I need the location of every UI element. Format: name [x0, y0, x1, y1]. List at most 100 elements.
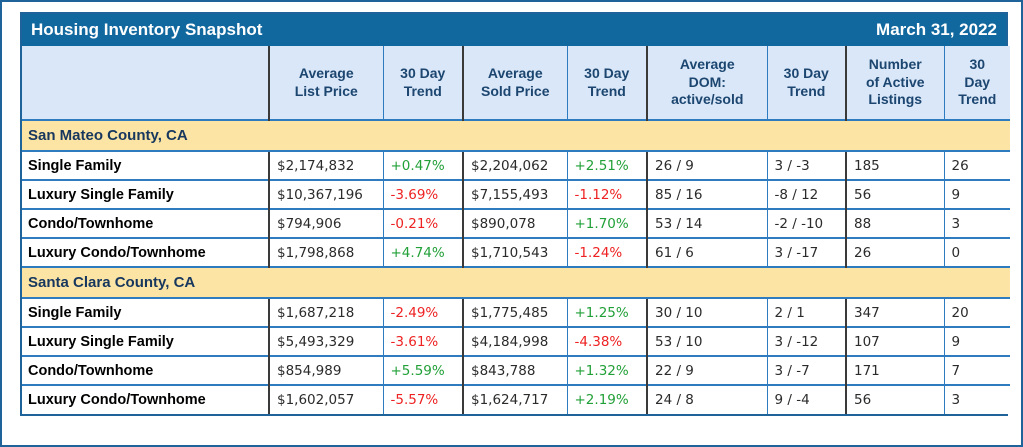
- cell: -3.69%: [382, 179, 463, 209]
- cell: 26 / 9: [646, 151, 767, 180]
- cell: $1,624,717: [462, 384, 567, 414]
- cell: $1,602,057: [268, 384, 383, 414]
- cell: $10,367,196: [268, 179, 383, 209]
- cell: $2,174,832: [268, 151, 383, 180]
- table-row: Single Family $2,174,832 +0.47% $2,204,062 +…: [22, 151, 1010, 180]
- cell: +4.74%: [382, 237, 463, 267]
- header-cell: Average DOM: active/sold: [646, 46, 767, 120]
- cell: 2 / 1: [766, 298, 846, 327]
- cell: 7: [943, 355, 1010, 385]
- inventory-table: Average List Price 30 Day Trend Average So…: [22, 46, 1010, 414]
- cell: $1,775,485: [462, 298, 567, 327]
- cell: 3 / -7: [766, 355, 846, 385]
- table-row: Luxury Single Family $5,493,329 -3.61% $4,1…: [22, 326, 1010, 356]
- table-row: Condo/Townhome $854,989 +5.59% $843,788 +1.3…: [22, 355, 1010, 385]
- cell: -3.61%: [382, 326, 463, 356]
- cell: 3: [943, 208, 1010, 238]
- cell: $794,906: [268, 208, 383, 238]
- cell: 3: [943, 384, 1010, 414]
- header-cell: 30 Day Trend: [766, 46, 846, 120]
- cell: 26: [845, 237, 944, 267]
- cell: +0.47%: [382, 151, 463, 180]
- cell: $843,788: [462, 355, 567, 385]
- cell: $7,155,493: [462, 179, 567, 209]
- title-bar: Housing Inventory Snapshot March 31, 202…: [22, 14, 1006, 46]
- row-label: Luxury Condo/Townhome: [22, 384, 269, 414]
- row-label: Luxury Single Family: [22, 179, 269, 209]
- row-label: Luxury Condo/Townhome: [22, 237, 269, 267]
- cell: 53 / 10: [646, 326, 767, 356]
- table-row: Luxury Condo/Townhome $1,798,868 +4.74% $1,…: [22, 237, 1010, 267]
- cell: 61 / 6: [646, 237, 767, 267]
- header-cell: 30 Day Trend: [566, 46, 647, 120]
- report-date: March 31, 2022: [876, 20, 997, 39]
- section-row: San Mateo County, CA: [22, 119, 1010, 152]
- cell: -8 / 12: [766, 179, 846, 209]
- cell: 56: [845, 384, 944, 414]
- cell: -2.49%: [382, 298, 463, 327]
- cell: $1,687,218: [268, 298, 383, 327]
- cell: 88: [845, 208, 944, 238]
- section-title: San Mateo County, CA: [22, 119, 1010, 152]
- cell: 3 / -12: [766, 326, 846, 356]
- table-body: San Mateo County, CA Single Family $2,174,…: [22, 119, 1010, 414]
- row-label: Condo/Townhome: [22, 355, 269, 385]
- cell: +1.70%: [566, 208, 647, 238]
- header-cell: Average List Price: [268, 46, 383, 120]
- cell: $4,184,998: [462, 326, 567, 356]
- cell: +1.25%: [566, 298, 647, 327]
- cell: 347: [845, 298, 944, 327]
- header-cell: 30 Day Trend: [382, 46, 463, 120]
- cell: 171: [845, 355, 944, 385]
- cell: 26: [943, 151, 1010, 180]
- table-row: Luxury Condo/Townhome $1,602,057 -5.57% $1,…: [22, 384, 1010, 414]
- cell: 56: [845, 179, 944, 209]
- cell: +1.32%: [566, 355, 647, 385]
- header-cell-blank: [22, 46, 269, 120]
- cell: 9: [943, 179, 1010, 209]
- cell: 30 / 10: [646, 298, 767, 327]
- report-title: Housing Inventory Snapshot: [31, 20, 263, 39]
- cell: 107: [845, 326, 944, 356]
- cell: 85 / 16: [646, 179, 767, 209]
- cell: $1,798,868: [268, 237, 383, 267]
- housing-inventory-report: Housing Inventory Snapshot March 31, 202…: [20, 12, 1010, 416]
- row-label: Luxury Single Family: [22, 326, 269, 356]
- cell: 9 / -4: [766, 384, 846, 414]
- section-row: Santa Clara County, CA: [22, 266, 1010, 299]
- cell: +2.19%: [566, 384, 647, 414]
- cell: $2,204,062: [462, 151, 567, 180]
- cell: 185: [845, 151, 944, 180]
- cell: $1,710,543: [462, 237, 567, 267]
- header-cell: Average Sold Price: [462, 46, 567, 120]
- section-title: Santa Clara County, CA: [22, 266, 1010, 299]
- table-header: Average List Price 30 Day Trend Average So…: [22, 46, 1010, 120]
- cell: +2.51%: [566, 151, 647, 180]
- row-label: Single Family: [22, 298, 269, 327]
- cell: -0.21%: [382, 208, 463, 238]
- cell: -1.12%: [566, 179, 647, 209]
- table-row: Luxury Single Family $10,367,196 -3.69% $7,…: [22, 179, 1010, 209]
- cell: +5.59%: [382, 355, 463, 385]
- cell: 3 / -3: [766, 151, 846, 180]
- cell: -2 / -10: [766, 208, 846, 238]
- cell: 9: [943, 326, 1010, 356]
- row-label: Condo/Townhome: [22, 208, 269, 238]
- cell: -4.38%: [566, 326, 647, 356]
- header-cell: Number of Active Listings: [845, 46, 944, 120]
- table-row: Single Family $1,687,218 -2.49% $1,775,485 +…: [22, 298, 1010, 327]
- cell: 53 / 14: [646, 208, 767, 238]
- row-label: Single Family: [22, 151, 269, 180]
- cell: $854,989: [268, 355, 383, 385]
- table-row: Condo/Townhome $794,906 -0.21% $890,078 +1.7…: [22, 208, 1010, 238]
- cell: 0: [943, 237, 1010, 267]
- cell: $890,078: [462, 208, 567, 238]
- cell: 24 / 8: [646, 384, 767, 414]
- cell: 22 / 9: [646, 355, 767, 385]
- cell: $5,493,329: [268, 326, 383, 356]
- header-cell: 30 Day Trend: [943, 46, 1010, 120]
- cell: 20: [943, 298, 1010, 327]
- cell: -1.24%: [566, 237, 647, 267]
- cell: 3 / -17: [766, 237, 846, 267]
